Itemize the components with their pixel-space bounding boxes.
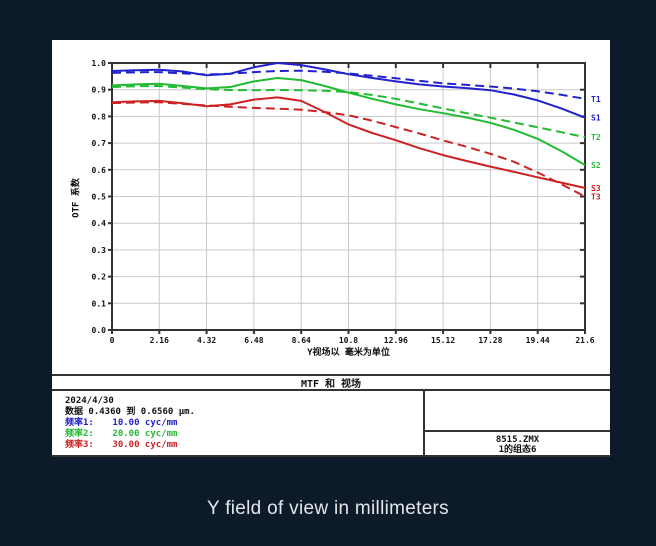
legend-label-T3: T3	[591, 193, 601, 202]
svg-text:0.0: 0.0	[92, 326, 107, 335]
svg-text:17.28: 17.28	[478, 336, 502, 345]
frequency-3-value: 30.00 cyc/mm	[112, 440, 178, 450]
svg-text:12.96: 12.96	[384, 336, 408, 345]
y-axis-title: OTF 系数	[71, 178, 82, 218]
chart-title-bar: MTF 和 视场	[52, 374, 610, 390]
file-info-box: 8515.ZMX 1的组态6	[423, 391, 610, 455]
frequency-3-row: 频率3: 30.00 cyc/mm	[65, 440, 423, 451]
frequency-2-label: 频率2:	[65, 429, 94, 439]
configuration-label: 1的组态6	[498, 444, 537, 455]
svg-text:0.9: 0.9	[92, 86, 107, 95]
svg-text:10.8: 10.8	[339, 336, 358, 345]
svg-text:2.16: 2.16	[150, 336, 169, 345]
svg-text:0.8: 0.8	[92, 112, 107, 121]
file-info-empty-row	[425, 391, 610, 430]
frequency-1-value: 10.00 cyc/mm	[112, 418, 178, 428]
info-section: 2024/4/30 数据 0.4360 到 0.6560 µm. 频率1: 10…	[52, 389, 610, 457]
frequency-2-value: 20.00 cyc/mm	[112, 429, 178, 439]
svg-text:15.12: 15.12	[431, 336, 455, 345]
frequency-2-row: 频率2: 20.00 cyc/mm	[65, 429, 423, 440]
svg-text:0.4: 0.4	[92, 219, 107, 228]
wavelength-range-label: 数据 0.4360 到 0.6560 µm.	[65, 407, 195, 417]
date-label: 2024/4/30	[65, 396, 114, 406]
legend-label-S3: S3	[591, 184, 601, 193]
svg-text:4.32: 4.32	[197, 336, 216, 345]
mtf-plot-window: 0 2.16 4.32 6.48 8.64 10.8 12.96 15.12 17.28 19.4…	[52, 40, 610, 457]
legend-label-T1: T1	[591, 95, 601, 104]
svg-text:19.44: 19.44	[526, 336, 550, 345]
svg-text:0.1: 0.1	[92, 299, 107, 308]
image-caption: Y field of view in millimeters	[206, 498, 449, 519]
legend-label-T2: T2	[591, 133, 601, 142]
frequency-1-row: 频率1: 10.00 cyc/mm	[65, 418, 423, 429]
frequency-1-label: 频率1:	[65, 418, 94, 428]
svg-text:1.0: 1.0	[92, 59, 107, 68]
mtf-chart: 0 2.16 4.32 6.48 8.64 10.8 12.96 15.12 17.28 19.4…	[92, 59, 601, 345]
file-info-row: 8515.ZMX 1的组态6	[425, 430, 610, 457]
svg-text:8.64: 8.64	[292, 336, 311, 345]
legend-label-S2: S2	[591, 161, 601, 170]
lens-file-name: 8515.ZMX	[495, 434, 540, 445]
svg-text:0.7: 0.7	[92, 139, 107, 148]
svg-text:21.6: 21.6	[575, 336, 594, 345]
legend-label-S1: S1	[591, 114, 601, 123]
svg-text:0.6: 0.6	[92, 166, 107, 175]
x-axis-title: Y视场以 毫米为单位	[307, 348, 390, 358]
svg-text:0.3: 0.3	[92, 246, 107, 255]
svg-text:0.2: 0.2	[92, 273, 107, 282]
svg-text:6.48: 6.48	[244, 336, 263, 345]
analysis-settings: 2024/4/30 数据 0.4360 到 0.6560 µm. 频率1: 10…	[52, 391, 423, 455]
svg-text:0: 0	[110, 336, 115, 345]
chart-title: MTF 和 视场	[300, 379, 362, 390]
svg-text:0.5: 0.5	[92, 193, 107, 202]
frequency-3-label: 频率3:	[65, 440, 94, 450]
